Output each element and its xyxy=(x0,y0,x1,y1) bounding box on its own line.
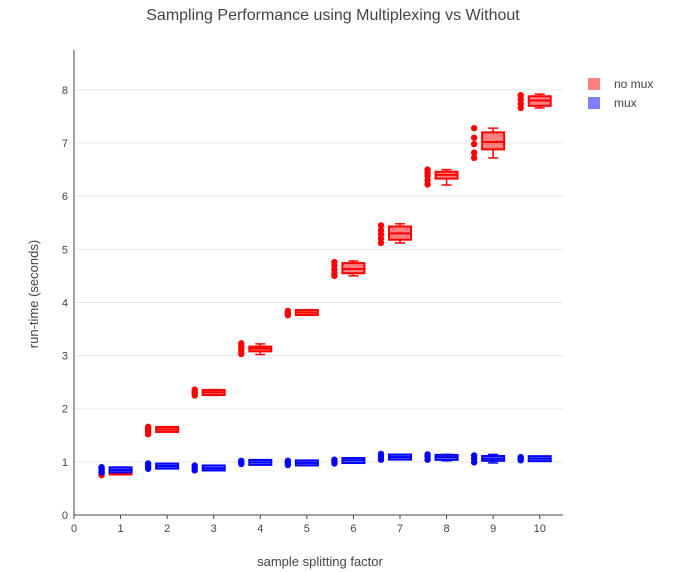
y-axis-title: run-time (seconds) xyxy=(26,240,41,348)
x-tick-label: 9 xyxy=(490,523,496,535)
sample-point[interactable] xyxy=(238,457,245,464)
x-tick-label: 10 xyxy=(534,523,546,535)
box[interactable] xyxy=(238,457,273,468)
box[interactable] xyxy=(191,462,226,474)
x-tick-label: 8 xyxy=(444,523,450,535)
box[interactable] xyxy=(377,222,412,247)
legend-swatch xyxy=(588,78,600,90)
box[interactable] xyxy=(144,423,180,438)
box[interactable] xyxy=(331,258,366,280)
legend-item-mux[interactable]: mux xyxy=(588,96,637,110)
sample-point[interactable] xyxy=(238,340,245,347)
box[interactable] xyxy=(284,307,319,319)
y-tick-label: 7 xyxy=(62,138,68,150)
sample-point[interactable] xyxy=(331,258,338,266)
sample-point[interactable] xyxy=(424,166,431,173)
x-tick-label: 7 xyxy=(397,523,403,535)
box[interactable] xyxy=(238,340,273,358)
box[interactable] xyxy=(470,452,506,466)
x-tick-label: 5 xyxy=(304,523,310,535)
y-tick-label: 8 xyxy=(62,85,68,97)
sample-point[interactable] xyxy=(191,386,198,393)
y-tick-label: 2 xyxy=(62,404,68,416)
box[interactable] xyxy=(470,124,506,162)
sample-point[interactable] xyxy=(470,134,478,141)
x-tick-label: 2 xyxy=(164,523,170,535)
series-no-mux xyxy=(98,91,552,479)
legend-item-no-mux[interactable]: no mux xyxy=(588,77,653,91)
sample-point[interactable] xyxy=(517,91,524,99)
legend-label: mux xyxy=(614,96,637,110)
y-tick-label: 4 xyxy=(62,297,68,309)
sample-point[interactable] xyxy=(470,124,478,132)
gridlines xyxy=(74,89,563,463)
y-tick-label: 1 xyxy=(62,457,68,469)
sample-point[interactable] xyxy=(331,456,338,463)
box[interactable] xyxy=(377,450,412,463)
axes xyxy=(73,50,563,516)
box[interactable] xyxy=(517,91,552,112)
sample-point[interactable] xyxy=(517,453,524,461)
chart-title: Sampling Performance using Multiplexing … xyxy=(146,7,520,24)
box[interactable] xyxy=(331,456,366,467)
sample-point[interactable] xyxy=(191,462,198,469)
y-axis-ticks: 0 1 2 3 4 5 6 7 8 xyxy=(62,85,68,522)
legend[interactable]: no mux mux xyxy=(588,77,653,110)
sample-point[interactable] xyxy=(98,463,105,471)
box[interactable] xyxy=(424,451,459,463)
sample-point[interactable] xyxy=(470,140,478,148)
sample-point[interactable] xyxy=(284,307,292,315)
series-mux xyxy=(98,450,552,476)
sample-point[interactable] xyxy=(470,452,478,459)
legend-swatch xyxy=(588,97,600,109)
box[interactable] xyxy=(284,457,319,469)
x-tick-label: 0 xyxy=(71,523,77,535)
box[interactable] xyxy=(191,386,226,399)
y-tick-label: 6 xyxy=(62,191,68,203)
sample-point[interactable] xyxy=(470,154,478,162)
sample-point[interactable] xyxy=(144,423,152,430)
sample-point[interactable] xyxy=(470,149,478,156)
x-tick-label: 4 xyxy=(257,523,263,535)
sample-point[interactable] xyxy=(377,450,385,458)
sample-point[interactable] xyxy=(424,451,431,458)
x-tick-label: 6 xyxy=(350,523,356,535)
x-axis-ticks: 0 1 2 3 4 5 6 7 8 9 10 xyxy=(71,515,546,535)
sample-point[interactable] xyxy=(144,460,152,467)
y-tick-label: 0 xyxy=(62,510,68,522)
plot-area xyxy=(98,91,552,479)
box[interactable] xyxy=(517,453,552,464)
sample-point[interactable] xyxy=(284,457,292,464)
sample-point[interactable] xyxy=(377,226,385,234)
x-tick-label: 1 xyxy=(118,523,124,535)
box-body xyxy=(481,131,506,151)
sample-point[interactable] xyxy=(377,222,385,229)
legend-label: no mux xyxy=(614,77,653,91)
x-tick-label: 3 xyxy=(211,523,217,535)
box[interactable] xyxy=(424,166,459,188)
y-tick-label: 3 xyxy=(62,351,68,363)
x-axis-title: sample splitting factor xyxy=(257,554,383,569)
box[interactable] xyxy=(98,463,133,476)
box[interactable] xyxy=(144,460,180,472)
y-tick-label: 5 xyxy=(62,244,68,256)
